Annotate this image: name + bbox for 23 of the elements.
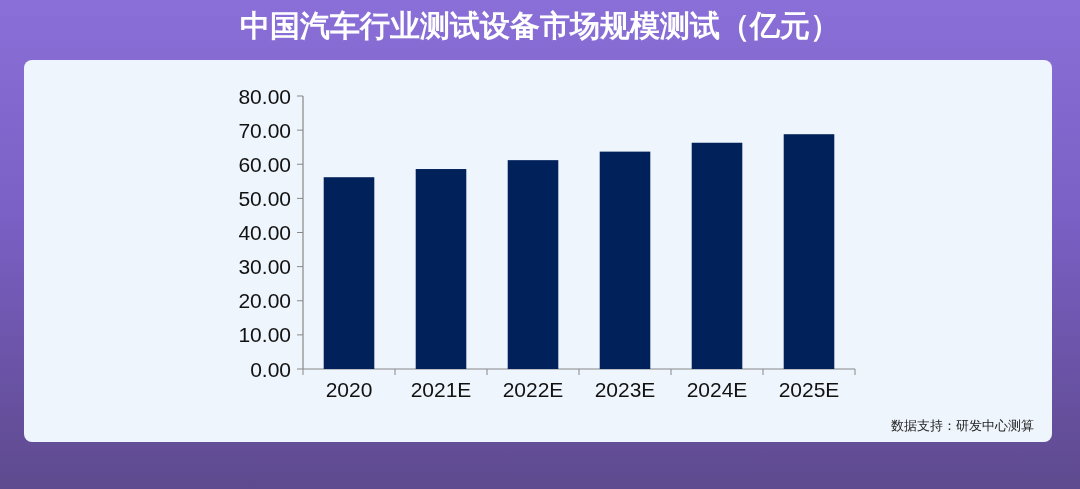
text: 数据支持：研发中心测算 xyxy=(891,418,1034,433)
bar xyxy=(691,142,743,369)
bar xyxy=(507,160,559,369)
y-tick-label: 70.00 xyxy=(238,118,291,142)
y-tick-label: 40.00 xyxy=(238,221,291,244)
x-tick-label: 2022E xyxy=(502,378,564,401)
x-tick-label: 2025E xyxy=(778,378,840,401)
x-tick-label: 2020 xyxy=(325,378,373,401)
x-tick-label: 2024E xyxy=(686,378,748,401)
bar xyxy=(599,151,651,369)
y-tick-label: 30.00 xyxy=(238,255,291,279)
x-tick-label: 2023E xyxy=(594,378,656,401)
y-tick-label: 50.00 xyxy=(238,186,291,210)
y-tick-label: 20.00 xyxy=(238,289,291,313)
y-tick-label: 0.00 xyxy=(250,357,291,381)
y-tick-label: 80.00 xyxy=(238,84,291,108)
y-tick-label: 10.00 xyxy=(238,323,291,347)
x-tick-label: 2021E xyxy=(410,378,472,401)
bar xyxy=(783,134,835,369)
bar xyxy=(323,177,375,369)
y-tick-label: 60.00 xyxy=(238,152,291,176)
chart-title: 中国汽车行业测试设备市场规模测试（亿元） xyxy=(239,7,841,45)
bar xyxy=(415,169,467,369)
